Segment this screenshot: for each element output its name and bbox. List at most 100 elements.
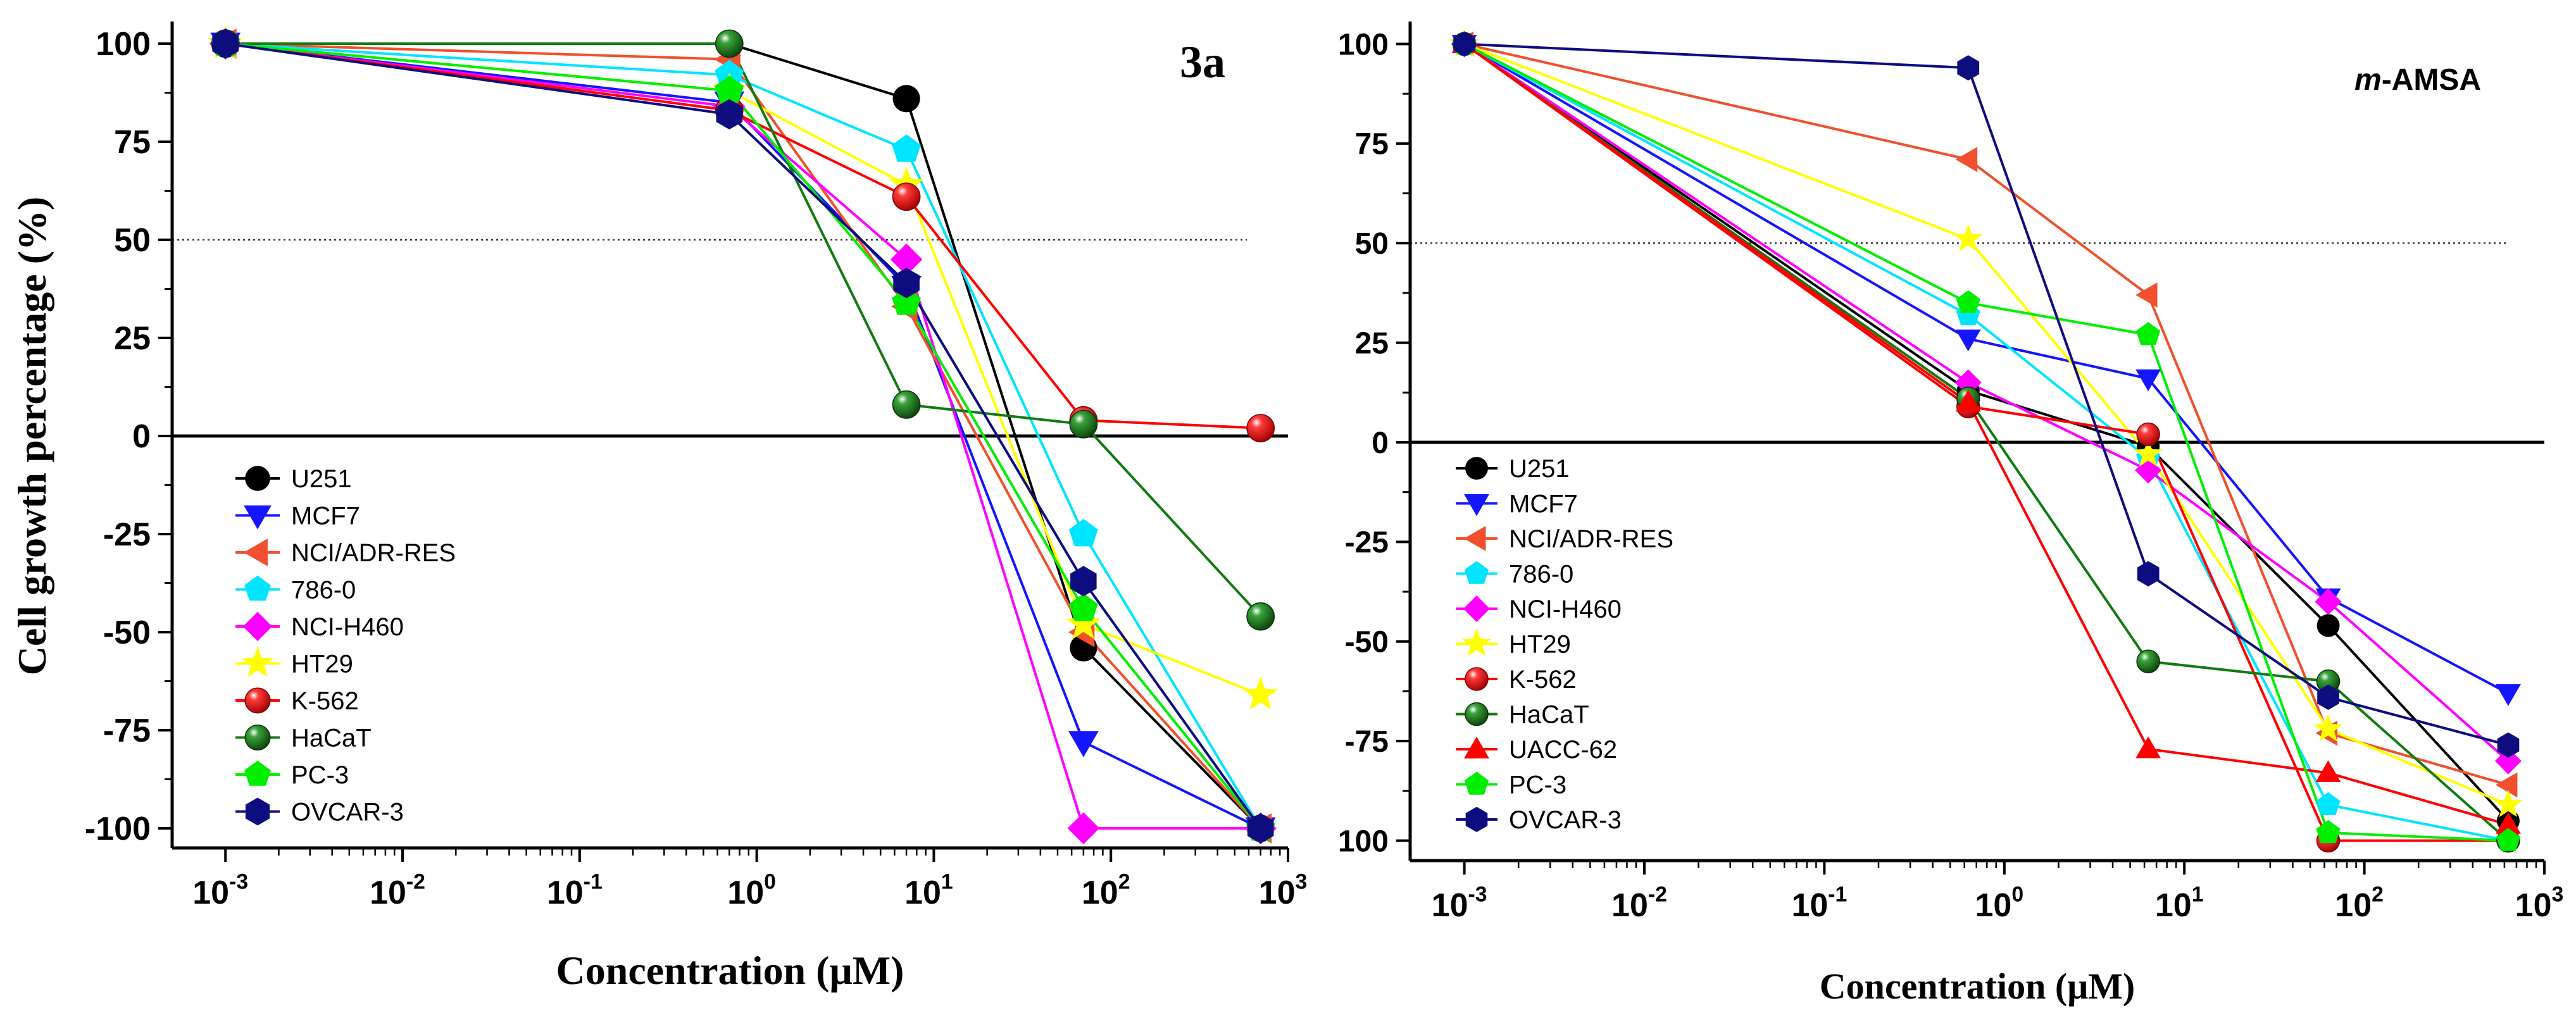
data-point	[1246, 414, 1275, 442]
data-point	[892, 390, 921, 419]
y-tick-label: -25	[1345, 526, 1389, 559]
data-point	[1067, 812, 1100, 845]
data-point	[1955, 390, 1981, 412]
legend-marker	[245, 466, 270, 491]
y-tick-label: 100	[96, 26, 151, 63]
legend-label: NCI-H460	[1509, 595, 1622, 623]
y-tick-label: 0	[1372, 427, 1389, 460]
data-point	[2313, 714, 2343, 742]
legend-label: PC-3	[1509, 771, 1566, 799]
series-line	[225, 42, 1262, 618]
legend-marker	[1462, 628, 1491, 656]
x-tick-label: 10-2	[1611, 883, 1667, 924]
y-tick-label: 75	[1355, 128, 1389, 161]
legend-marker	[1465, 771, 1489, 795]
x-tick-label: 100	[1975, 883, 2023, 924]
y-tick-label: -25	[103, 516, 151, 553]
data-point	[890, 243, 923, 276]
data-point	[716, 99, 743, 130]
x-tick-label: 100	[727, 870, 776, 911]
y-tick-label: 100	[1338, 28, 1389, 61]
data-point	[2495, 772, 2518, 798]
data-point	[2317, 614, 2340, 637]
data-point	[2136, 322, 2161, 346]
data-point	[2496, 684, 2521, 706]
data-point	[1069, 519, 1098, 547]
data-point	[1957, 55, 1980, 81]
series-line	[225, 42, 1261, 697]
data-point	[2494, 789, 2523, 818]
x-tick-label: 10-3	[1432, 883, 1487, 924]
data-point	[715, 29, 744, 58]
legend-label: HaCaT	[291, 725, 372, 752]
data-point	[2496, 828, 2520, 851]
legend-marker	[244, 687, 271, 714]
legend-label: U251	[1509, 455, 1570, 483]
legend-marker	[244, 575, 271, 601]
data-point	[2134, 439, 2163, 467]
y-tick-label: -50	[103, 614, 151, 651]
legend-label: NCI/ADR-RES	[291, 539, 456, 567]
legend-label: NCI-H460	[291, 613, 404, 641]
data-point	[1069, 593, 1098, 621]
data-point	[2137, 561, 2160, 587]
y-tick-label: 50	[114, 222, 151, 259]
data-point	[1956, 290, 1980, 313]
data-point	[2496, 812, 2521, 834]
legend-label: OVCAR-3	[1509, 806, 1622, 834]
legend-marker	[241, 647, 274, 677]
data-point	[892, 182, 921, 211]
x-axis-title: Concentration (μM)	[1820, 966, 2135, 1007]
legend-marker	[1464, 494, 1489, 516]
y-tick-label: 25	[114, 320, 151, 357]
data-point	[1955, 329, 1981, 352]
data-point	[2135, 736, 2161, 759]
data-point	[1246, 602, 1275, 631]
data-point	[1955, 147, 1978, 172]
legend-label: NCI/ADR-RES	[1509, 525, 1673, 553]
legend-marker	[1465, 702, 1489, 726]
legend-marker	[244, 761, 271, 786]
legend-label: K-562	[291, 687, 359, 715]
y-tick-label: -50	[1345, 626, 1389, 659]
legend-label: MCF7	[291, 502, 360, 530]
x-tick-label: 10-2	[370, 870, 425, 911]
legend-label: HT29	[291, 651, 353, 678]
x-tick-label: 101	[2155, 883, 2204, 924]
data-point	[2316, 819, 2341, 844]
data-point	[892, 134, 921, 162]
data-point	[2494, 747, 2522, 775]
x-tick-label: 10-1	[547, 870, 603, 911]
x-tick-label: 101	[904, 870, 953, 911]
x-tick-label: 10-3	[192, 870, 248, 911]
legend-label: 786-0	[291, 576, 356, 604]
data-point	[2315, 588, 2342, 615]
legend-marker	[1465, 807, 1488, 832]
x-tick-label: 103	[2515, 883, 2564, 924]
legend-label: MCF7	[1509, 490, 1578, 518]
data-point	[893, 268, 920, 299]
legend-label: 786-0	[1509, 561, 1573, 588]
legend-label: UACC-62	[1509, 736, 1617, 764]
chart-mamsa: 100 75 50 25 0 -25 -50 -75 100 10-3 10-2 10-1 100 101…	[1338, 22, 2563, 1007]
data-point	[1068, 731, 1099, 757]
y-tick-label: -100	[85, 811, 151, 847]
series-line	[225, 42, 1261, 430]
legend-marker	[242, 611, 273, 642]
data-point	[892, 85, 920, 113]
data-point	[2316, 792, 2341, 815]
legend-label: HT29	[1509, 631, 1571, 659]
x-tick-label: 102	[1082, 870, 1130, 911]
legend-marker	[1464, 526, 1486, 551]
legend-marker	[244, 724, 271, 751]
legend-marker	[244, 505, 272, 530]
legend-marker	[245, 797, 270, 826]
legend-label: OVCAR-3	[291, 799, 404, 826]
series-line	[1463, 42, 2509, 826]
panel-title: m-AMSA	[2354, 63, 2481, 97]
data-point	[2315, 760, 2341, 782]
x-tick-label: 102	[2335, 883, 2384, 924]
data-point	[2317, 684, 2339, 710]
data-point	[2136, 649, 2160, 673]
